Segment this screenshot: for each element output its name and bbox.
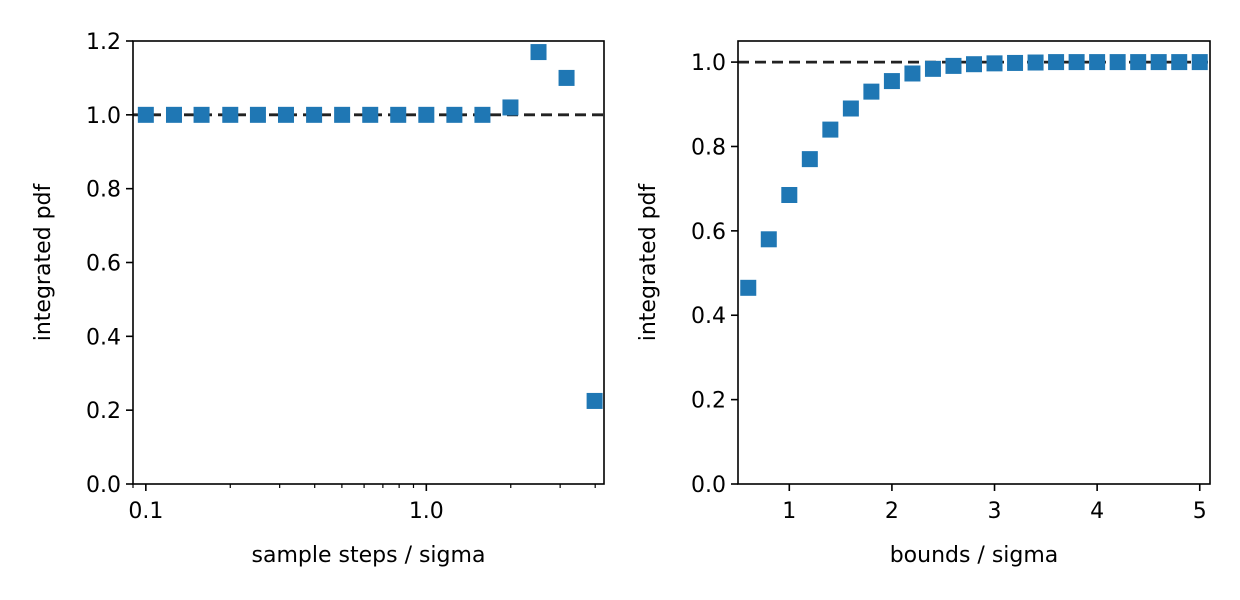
left-data-point xyxy=(558,69,575,86)
left-y-axis-label: integrated pdf xyxy=(31,183,56,342)
left-y-tick-label: 0.2 xyxy=(86,399,121,424)
right-y-axis-label: integrated pdf xyxy=(636,183,661,342)
right-x-tick-label: 4 xyxy=(1090,499,1104,524)
left-data-point xyxy=(446,106,463,123)
left-x-tick-label: 0.1 xyxy=(128,499,163,524)
left-data-point xyxy=(390,106,407,123)
left-data-point xyxy=(586,392,603,409)
left-data-point xyxy=(530,44,547,61)
right-data-point xyxy=(1027,54,1044,71)
left-y-tick-label: 0.8 xyxy=(86,178,121,203)
right-chart-panel: 0.0 0.2 0.4 0.6 0.8 1.0 1 2 3 4 5 bounds / sigma i… xyxy=(636,40,1211,568)
left-x-tick-label: 1.0 xyxy=(409,499,444,524)
right-data-point xyxy=(986,55,1003,72)
left-data-point xyxy=(362,106,379,123)
right-y-tick-label: 0.6 xyxy=(691,220,726,245)
right-x-tick-label: 5 xyxy=(1193,499,1207,524)
left-y-tick-label: 1.2 xyxy=(86,30,121,55)
right-data-point xyxy=(966,56,982,73)
left-data-point xyxy=(193,106,210,123)
right-x-tick-label: 2 xyxy=(885,499,899,524)
right-data-point xyxy=(863,83,880,100)
right-data-point xyxy=(1048,54,1065,71)
right-y-tick-label: 1.0 xyxy=(691,51,726,76)
left-data-point xyxy=(502,99,519,116)
left-data-point xyxy=(306,106,323,123)
right-plot-frame xyxy=(737,40,1211,485)
right-x-tick-label: 1 xyxy=(782,499,796,524)
right-x-tick-label: 3 xyxy=(988,499,1002,524)
left-data-point xyxy=(165,106,182,123)
left-data-point xyxy=(137,106,154,123)
right-data-point xyxy=(1191,54,1208,71)
right-data-point xyxy=(924,60,941,77)
left-y-tick-label: 1.0 xyxy=(86,104,121,129)
right-y-tick-label: 0.8 xyxy=(691,135,726,160)
right-data-point xyxy=(883,73,900,90)
right-data-point xyxy=(1007,54,1024,71)
left-y-tick-label: 0.4 xyxy=(86,325,121,350)
right-data-point xyxy=(760,231,777,248)
right-data-point xyxy=(822,121,839,138)
left-data-point xyxy=(334,106,351,123)
left-data-point xyxy=(474,106,491,123)
right-data-point xyxy=(904,65,921,82)
right-data-point xyxy=(1150,54,1167,71)
right-y-tick-label: 0.0 xyxy=(691,473,726,498)
right-x-axis-label: bounds / sigma xyxy=(890,543,1059,568)
right-data-point xyxy=(740,279,757,296)
left-data-point xyxy=(222,106,239,123)
right-data-point xyxy=(1089,54,1106,71)
left-y-tick-label: 0.6 xyxy=(86,252,121,277)
left-chart-panel: 0.0 0.2 0.4 0.6 0.8 1.0 1.2 0.1 1.0 sample steps… xyxy=(31,30,605,568)
left-x-axis-label: sample steps / sigma xyxy=(252,543,486,568)
right-data-point xyxy=(1068,54,1085,71)
left-y-tick-label: 0.0 xyxy=(86,473,121,498)
right-data-point xyxy=(1130,54,1147,71)
right-y-tick-label: 0.4 xyxy=(691,304,726,329)
right-data-point xyxy=(945,57,962,74)
right-data-point xyxy=(842,100,859,117)
left-data-point xyxy=(418,106,435,123)
left-data-point xyxy=(249,106,266,123)
right-y-tick-label: 0.2 xyxy=(691,389,726,414)
left-data-point xyxy=(277,106,294,123)
right-data-point xyxy=(1171,54,1188,71)
right-data-point xyxy=(1109,54,1126,71)
right-data-point xyxy=(801,151,818,168)
right-data-point xyxy=(781,186,798,203)
